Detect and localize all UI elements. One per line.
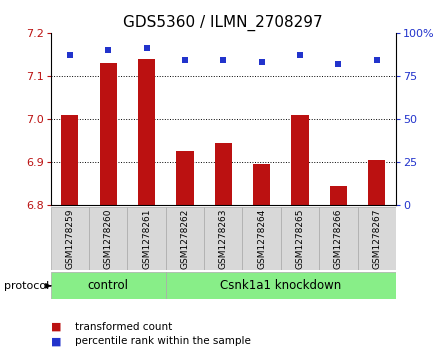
Bar xyxy=(319,207,358,270)
Text: transformed count: transformed count xyxy=(75,322,172,332)
Text: control: control xyxy=(88,280,128,292)
Bar xyxy=(51,207,89,270)
Text: Csnk1a1 knockdown: Csnk1a1 knockdown xyxy=(220,280,341,292)
Point xyxy=(220,57,227,63)
Bar xyxy=(99,63,117,205)
Text: GSM1278261: GSM1278261 xyxy=(142,208,151,269)
Point xyxy=(143,45,150,51)
Text: GSM1278262: GSM1278262 xyxy=(180,208,190,269)
Point xyxy=(335,61,342,67)
Bar xyxy=(176,151,194,205)
Bar xyxy=(166,207,204,270)
Bar xyxy=(89,207,127,270)
Text: protocol: protocol xyxy=(4,281,50,291)
Text: GSM1278263: GSM1278263 xyxy=(219,208,228,269)
Text: GSM1278264: GSM1278264 xyxy=(257,208,266,269)
Text: GSM1278267: GSM1278267 xyxy=(372,208,381,269)
Bar xyxy=(242,207,281,270)
Bar xyxy=(291,115,309,205)
Text: GSM1278259: GSM1278259 xyxy=(65,208,74,269)
Text: GSM1278266: GSM1278266 xyxy=(334,208,343,269)
Text: GSM1278260: GSM1278260 xyxy=(104,208,113,269)
Bar xyxy=(166,272,396,299)
Text: percentile rank within the sample: percentile rank within the sample xyxy=(75,336,251,346)
Bar xyxy=(281,207,319,270)
Bar xyxy=(138,58,155,205)
Point xyxy=(105,47,112,53)
Point xyxy=(258,59,265,65)
Point xyxy=(181,57,188,63)
Text: GSM1278265: GSM1278265 xyxy=(296,208,304,269)
Bar xyxy=(127,207,166,270)
Bar xyxy=(253,164,270,205)
Point xyxy=(66,52,73,58)
Bar xyxy=(215,143,232,205)
Bar xyxy=(330,186,347,205)
Text: ■: ■ xyxy=(51,322,61,332)
Point xyxy=(297,52,304,58)
Bar xyxy=(358,207,396,270)
Text: ■: ■ xyxy=(51,336,61,346)
Point xyxy=(373,57,380,63)
Bar xyxy=(51,272,166,299)
Bar xyxy=(368,160,385,205)
Bar xyxy=(204,207,242,270)
Title: GDS5360 / ILMN_2708297: GDS5360 / ILMN_2708297 xyxy=(124,15,323,31)
Bar xyxy=(61,115,78,205)
